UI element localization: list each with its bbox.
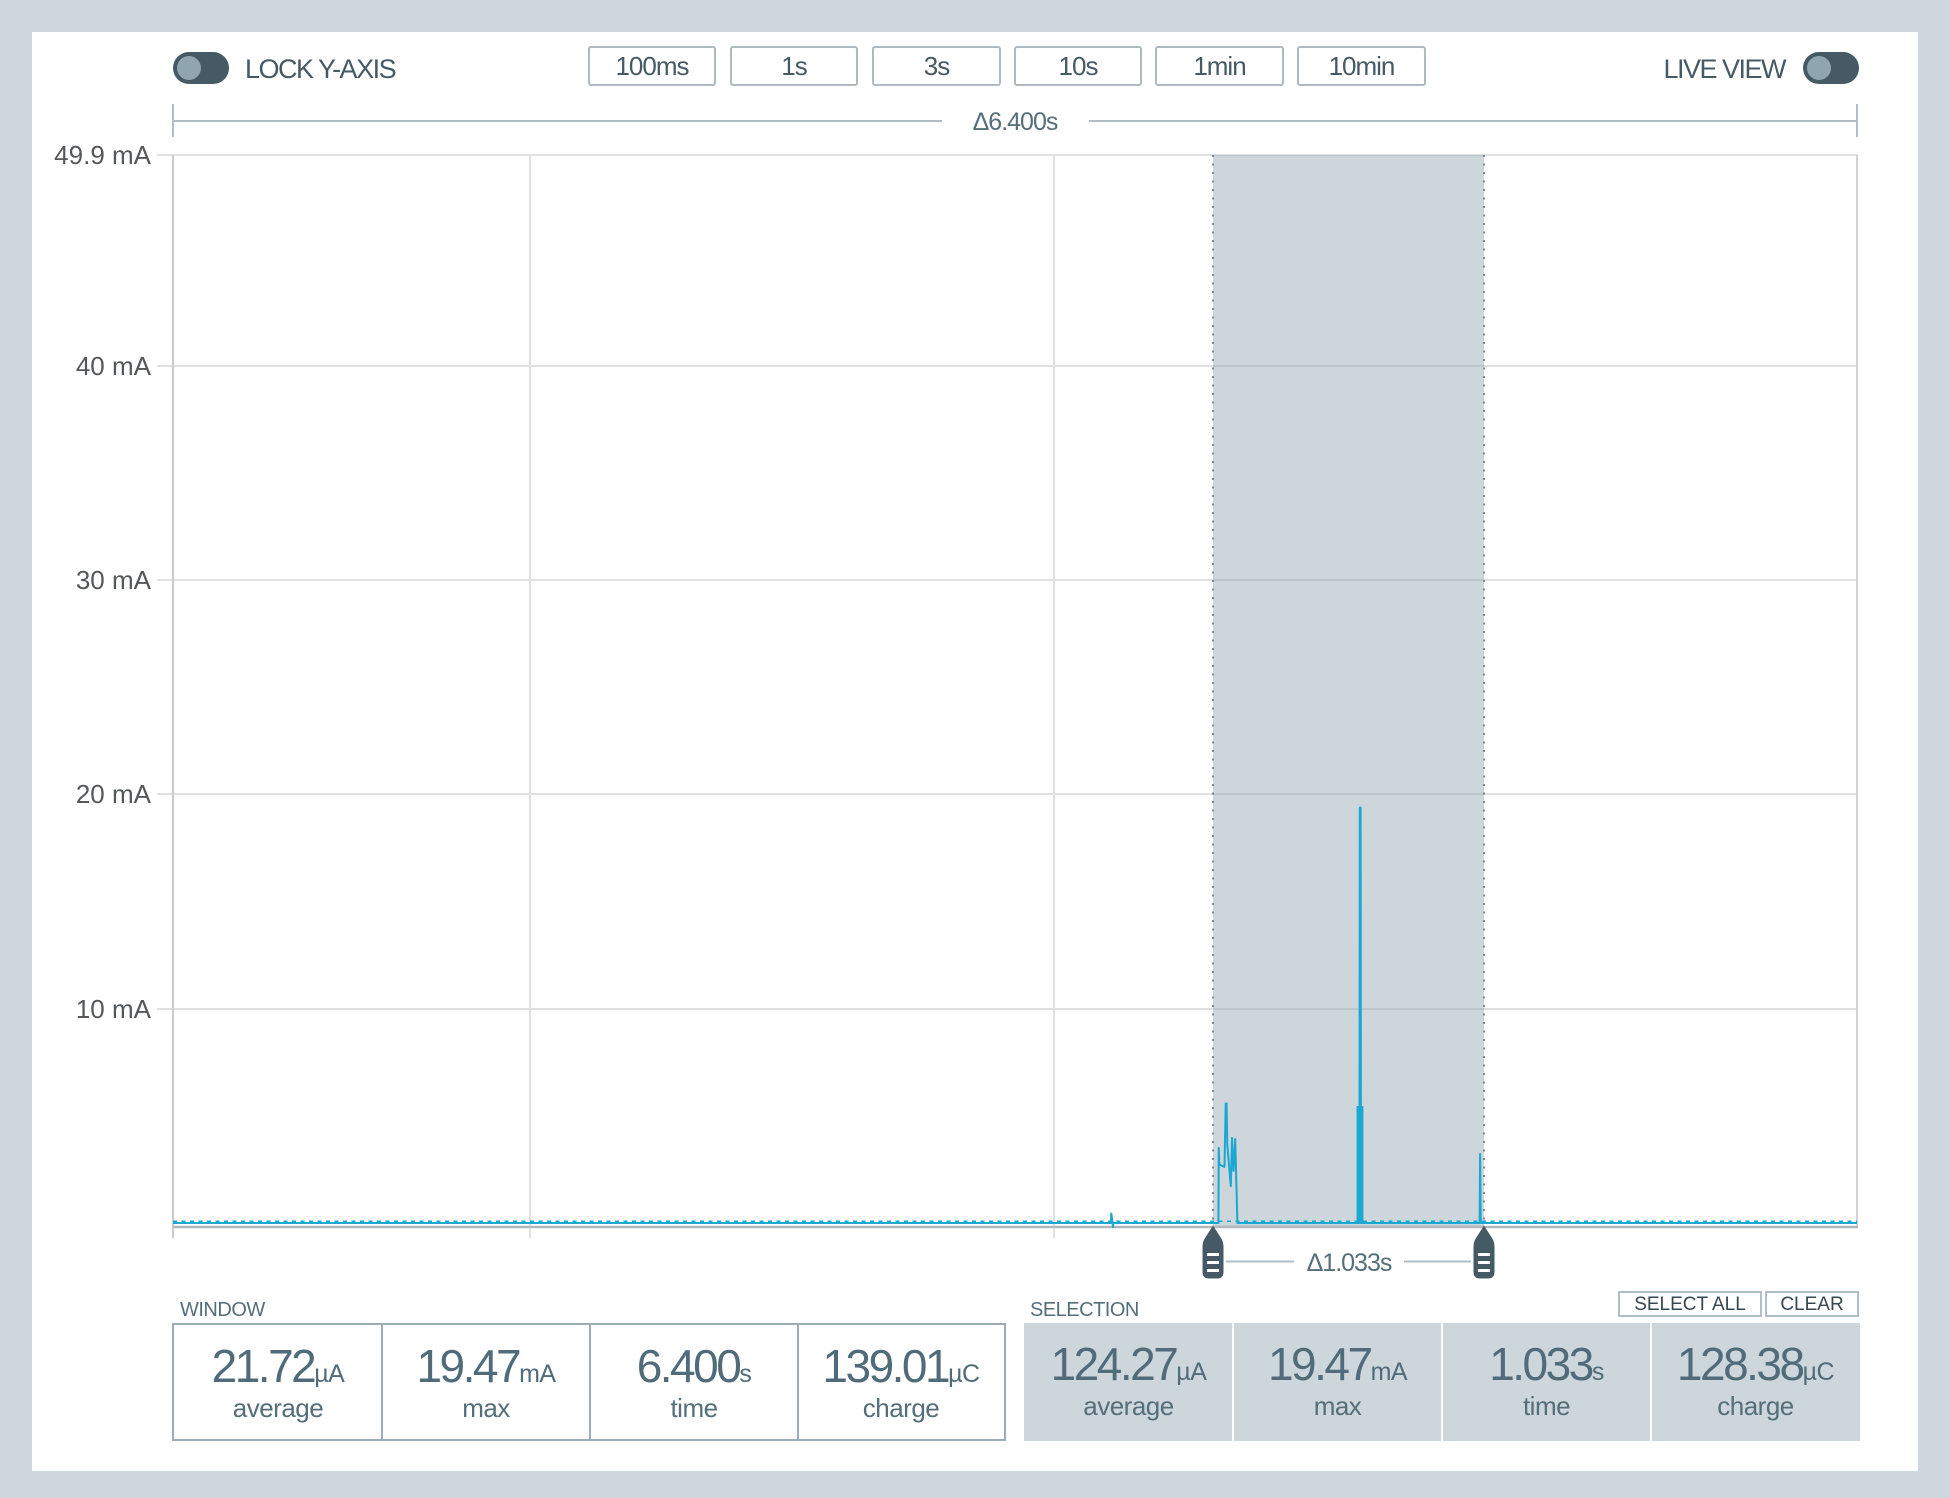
svg-text:49.9 mA: 49.9 mA bbox=[54, 140, 151, 170]
svg-text:10 mA: 10 mA bbox=[76, 994, 152, 1024]
svg-text:Δ1.033s: Δ1.033s bbox=[1307, 1249, 1392, 1277]
svg-text:40 mA: 40 mA bbox=[76, 351, 152, 381]
svg-text:Δ6.400s: Δ6.400s bbox=[973, 108, 1058, 136]
svg-text:30 mA: 30 mA bbox=[76, 565, 152, 595]
svg-text:20 mA: 20 mA bbox=[76, 779, 152, 809]
